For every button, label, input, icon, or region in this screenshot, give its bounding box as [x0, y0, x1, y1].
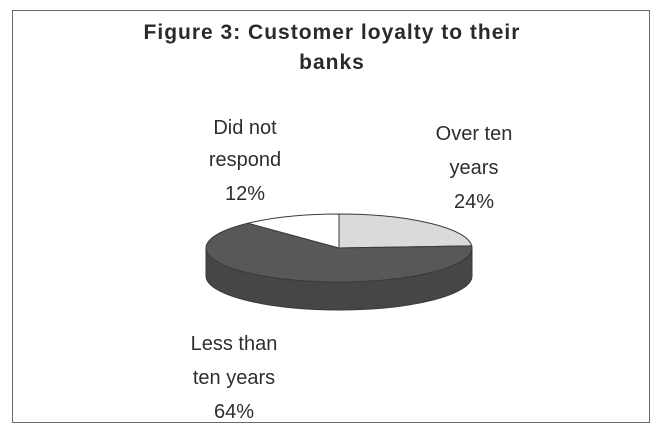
slice-label-over-ten-years-line-2: years: [450, 157, 499, 179]
slice-value-less-than-ten-years: 64%: [214, 401, 254, 423]
slice-label-did-not-respond-line-2: respond: [209, 149, 281, 171]
slice-value-over-ten-years: 24%: [454, 191, 494, 213]
slice-label-over-ten-years-line-1: Over ten: [436, 123, 513, 145]
chart-title: Figure 3: Customer loyalty to their bank…: [0, 18, 664, 78]
slice-label-did-not-respond-line-1: Did not: [213, 117, 277, 139]
chart-title-line-2: banks: [299, 51, 365, 74]
pie-slices: [205, 213, 473, 311]
slice-value-did-not-respond: 12%: [225, 183, 265, 205]
pie-slice-over-ten-years: [338, 213, 473, 249]
slice-label-less-than-ten-years-line-2: ten years: [193, 367, 275, 389]
pie-slice-did-not-respond: [247, 213, 340, 249]
slice-label-less-than-ten-years-line-1: Less than: [191, 333, 278, 355]
chart-title-line-1: Figure 3: Customer loyalty to their: [143, 21, 521, 44]
pie-slice-less-than-ten-years: [205, 222, 473, 283]
